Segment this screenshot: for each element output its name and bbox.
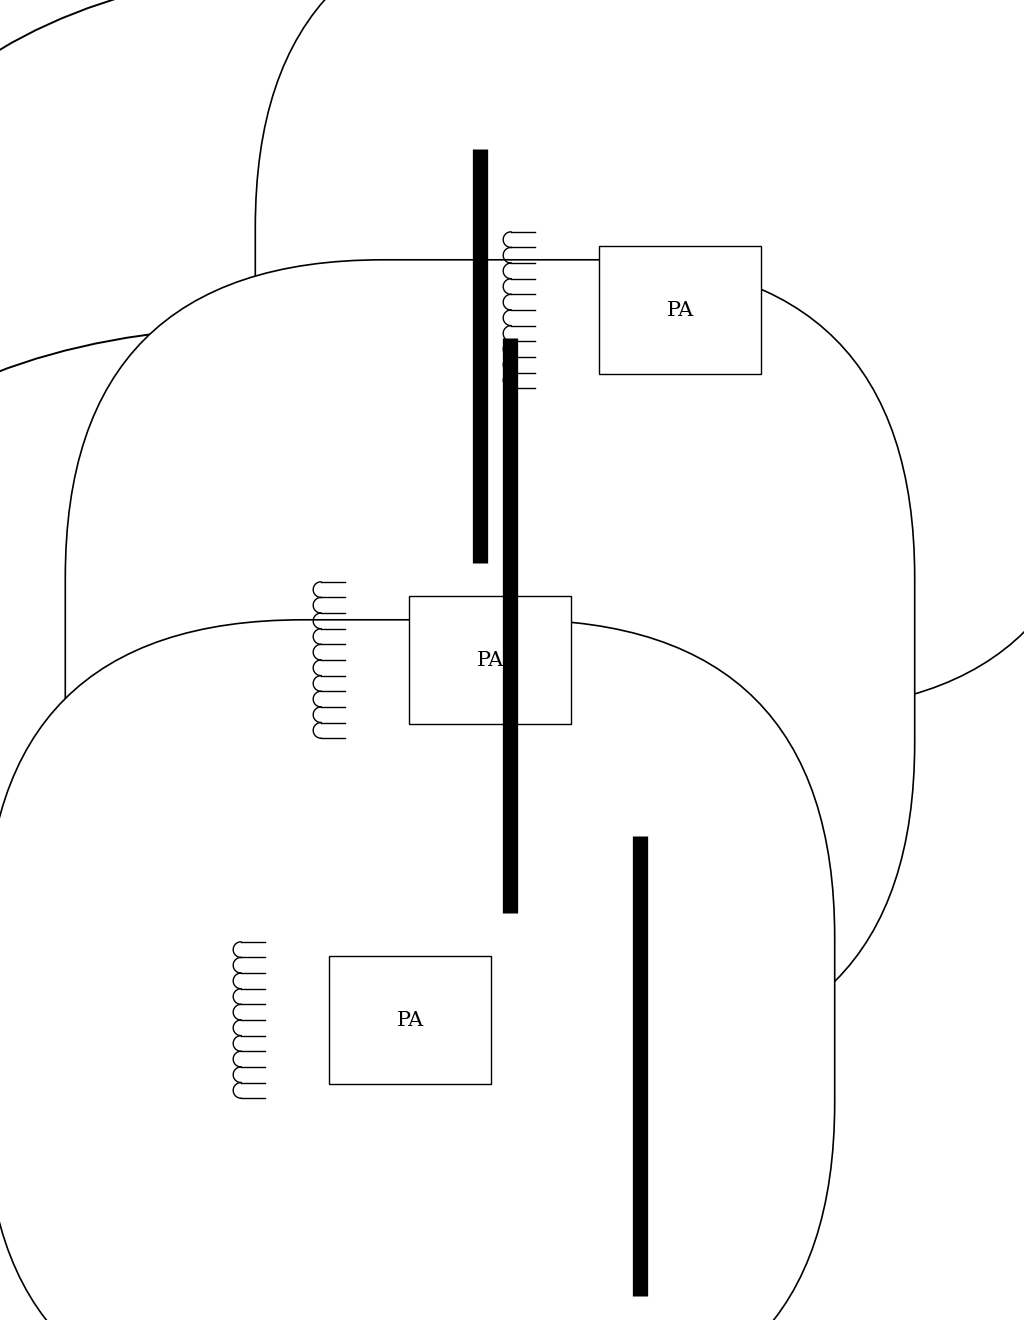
- Text: Patent Application Publication: Patent Application Publication: [65, 55, 304, 69]
- Text: L: L: [515, 487, 526, 503]
- Text: PA: PA: [396, 1011, 424, 1030]
- Text: US 2012/0043546 A1: US 2012/0043546 A1: [685, 55, 849, 69]
- Bar: [535, 195, 825, 425]
- Text: FIG.  3: FIG. 3: [355, 129, 469, 161]
- Text: CA: CA: [547, 147, 569, 161]
- Bar: [345, 545, 635, 775]
- Bar: [265, 906, 555, 1135]
- Text: 10: 10: [638, 465, 657, 479]
- Bar: [599, 246, 761, 375]
- Bar: [409, 595, 571, 725]
- Text: (b): (b): [310, 652, 334, 668]
- FancyBboxPatch shape: [0, 0, 1024, 1005]
- Text: 10: 10: [655, 1175, 675, 1189]
- Text: PA: PA: [423, 857, 443, 871]
- Text: CA: CA: [276, 857, 299, 871]
- Text: Feb. 23, 2012  Sheet 3 of 12: Feb. 23, 2012 Sheet 3 of 12: [360, 55, 578, 69]
- Text: PA: PA: [693, 147, 713, 161]
- Text: 12: 12: [507, 814, 526, 829]
- Text: 12: 12: [679, 465, 698, 479]
- FancyBboxPatch shape: [255, 0, 1024, 710]
- Text: (c): (c): [185, 1011, 208, 1028]
- Text: L: L: [655, 1011, 666, 1028]
- Text: 10: 10: [369, 1175, 388, 1189]
- Bar: [329, 956, 492, 1085]
- Text: PA: PA: [476, 651, 504, 669]
- Text: PA: PA: [667, 301, 693, 319]
- Text: (a): (a): [310, 301, 333, 318]
- FancyBboxPatch shape: [0, 620, 835, 1320]
- Text: L: L: [439, 301, 450, 318]
- FancyBboxPatch shape: [66, 260, 914, 1060]
- Text: 12: 12: [410, 1175, 429, 1189]
- FancyBboxPatch shape: [0, 326, 1024, 1320]
- Text: 10: 10: [449, 814, 468, 829]
- Text: PA: PA: [503, 498, 523, 511]
- Text: CA: CA: [357, 498, 380, 511]
